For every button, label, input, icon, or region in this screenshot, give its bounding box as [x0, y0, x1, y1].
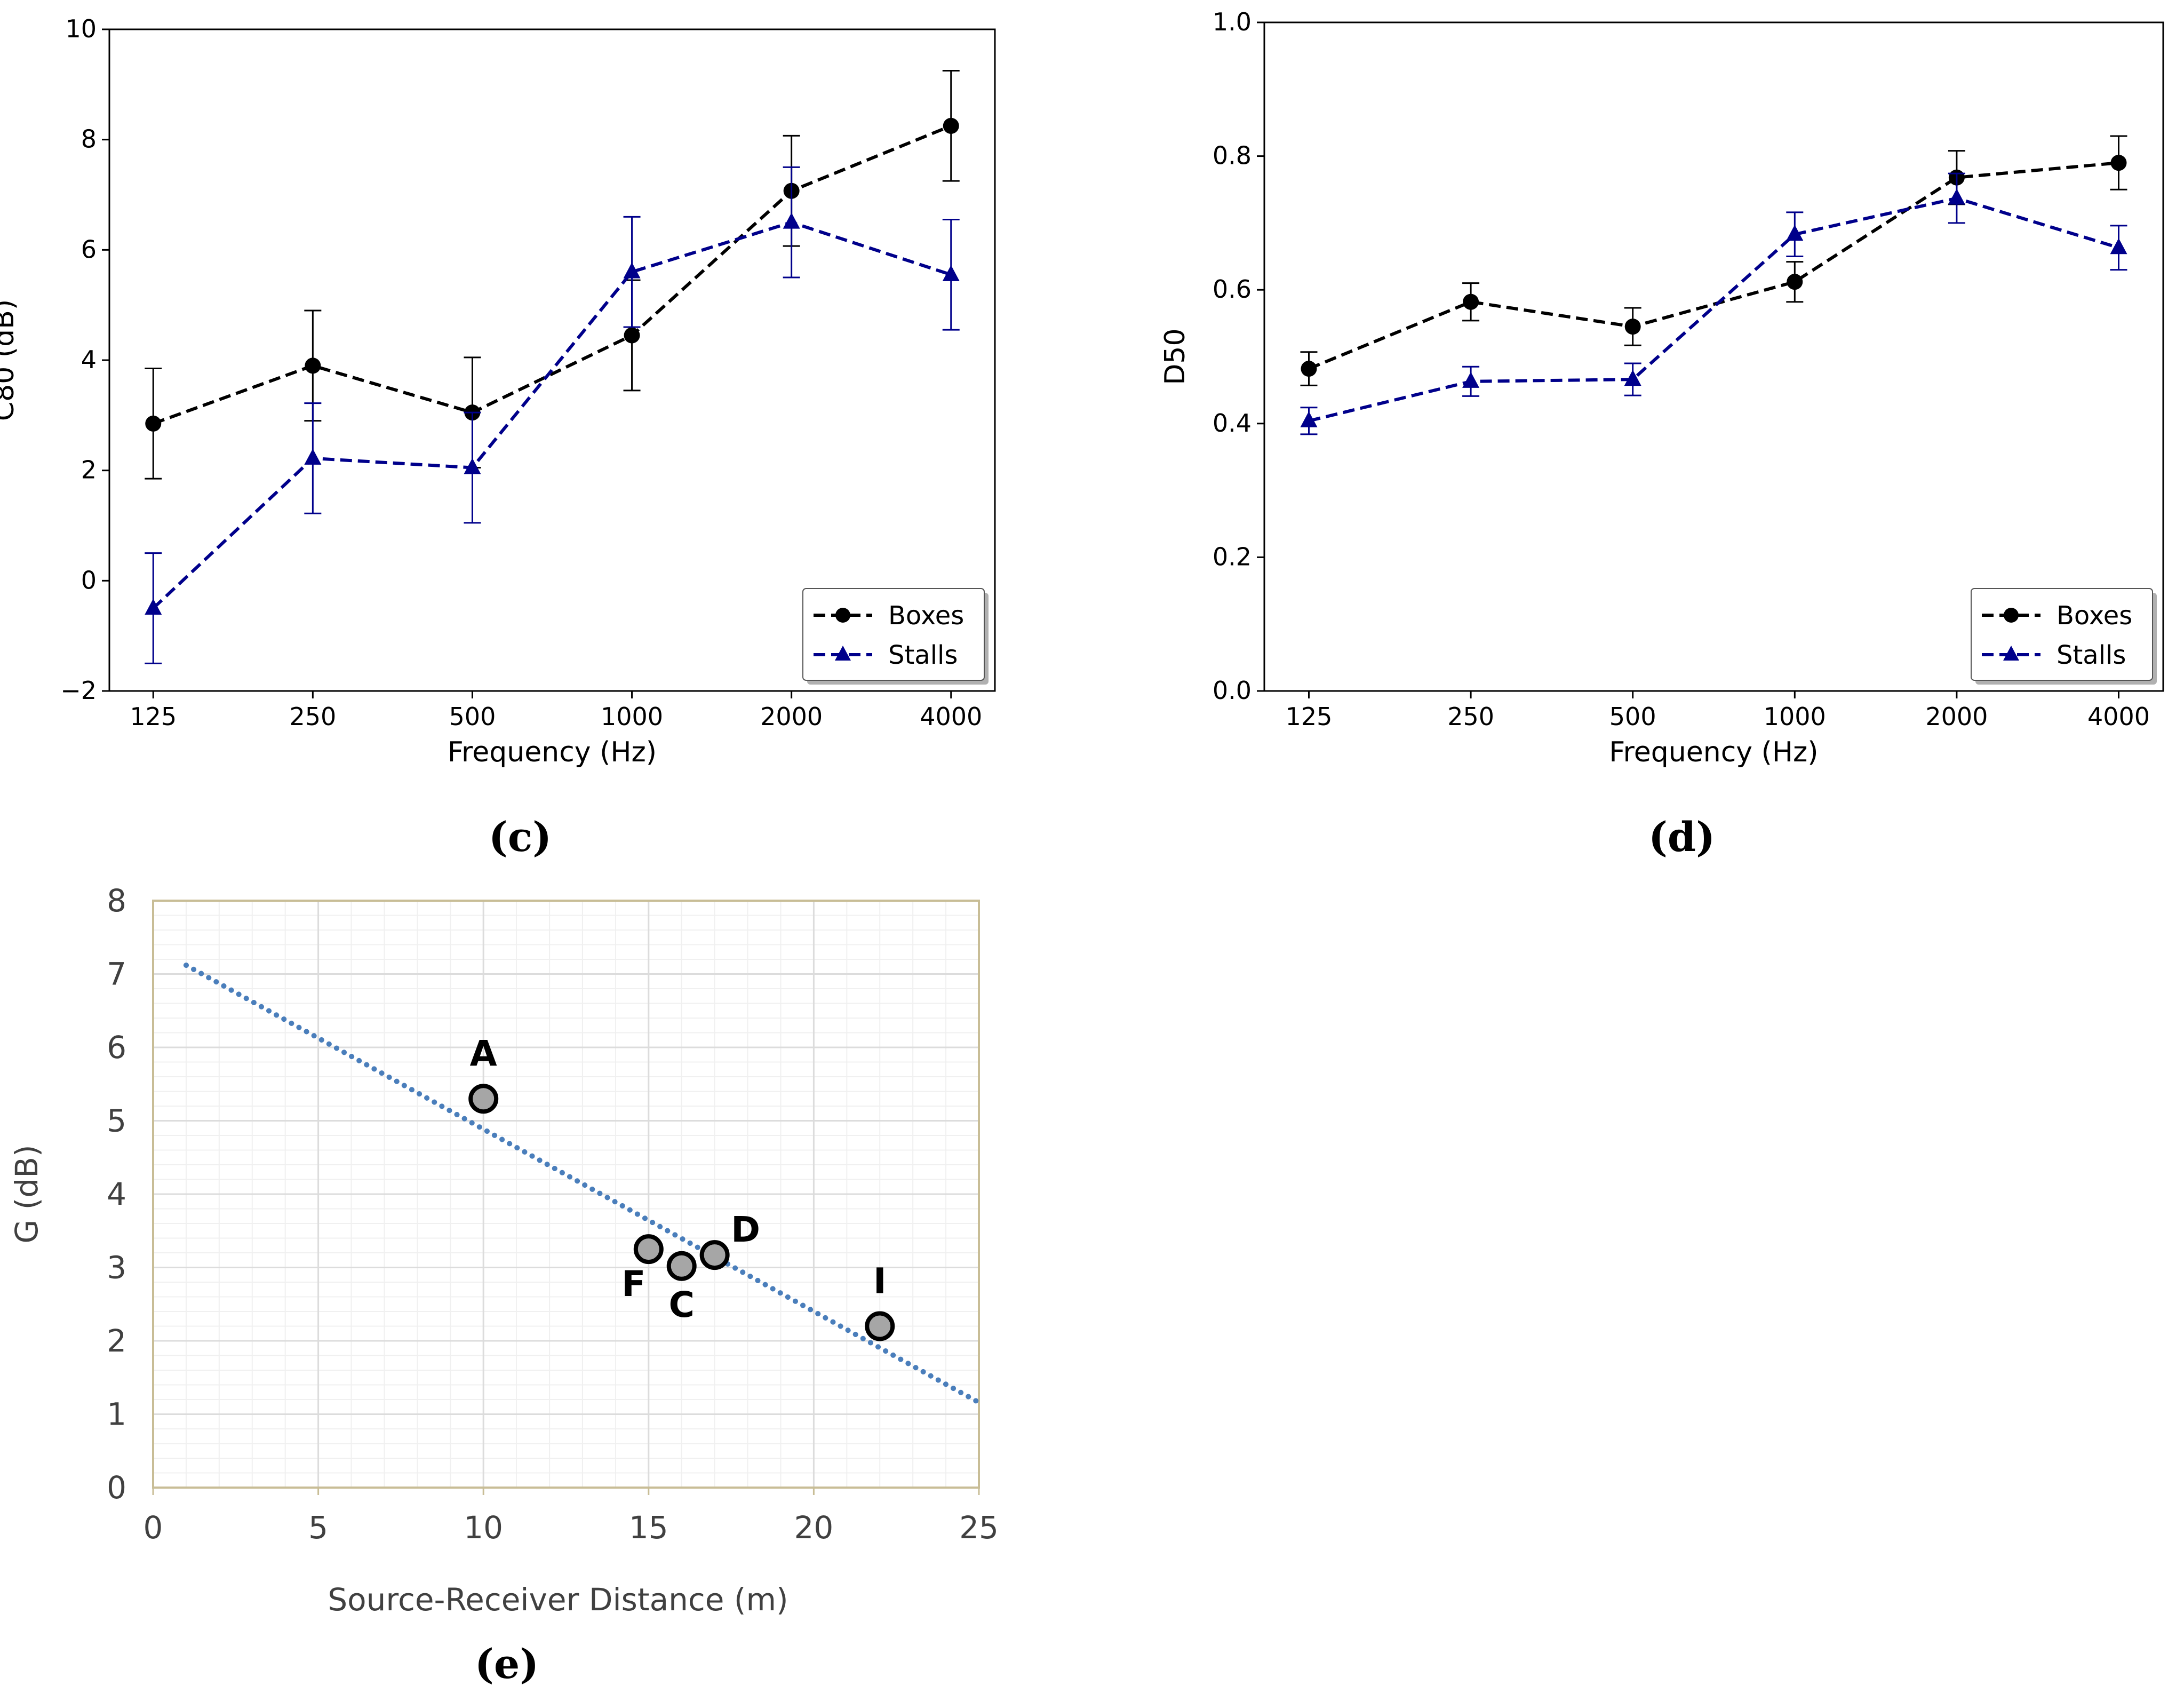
y-tick-label: 1	[107, 1396, 126, 1433]
data-point-stalls	[1300, 411, 1318, 427]
x-tick-label: 25	[959, 1509, 999, 1546]
data-point-boxes	[145, 415, 162, 432]
y-tick-label: 3	[107, 1250, 126, 1286]
y-tick-label: 2	[107, 1323, 126, 1359]
panel-label: (d)	[1648, 813, 1715, 861]
x-tick-label: 125	[130, 702, 177, 731]
y-tick-label: 8	[81, 125, 97, 154]
y-tick-label: 0	[107, 1469, 126, 1506]
y-axis-label: G (dB)	[9, 1144, 45, 1243]
y-tick-label: 10	[65, 14, 97, 43]
y-tick-label: 4	[81, 345, 97, 374]
plot-frame	[1263, 21, 2164, 692]
legend-label-boxes: Boxes	[888, 601, 964, 631]
x-tick-label: 500	[1609, 702, 1656, 731]
data-point-boxes	[2110, 155, 2127, 171]
data-point-stalls	[2110, 238, 2127, 255]
data-point-d	[699, 1240, 730, 1270]
y-tick-label: 0.0	[1213, 676, 1252, 705]
data-point-boxes	[1624, 319, 1641, 335]
legend-label-stalls: Stalls	[888, 640, 958, 670]
x-tick-label: 125	[1286, 702, 1333, 731]
y-tick-label: 2	[81, 456, 97, 484]
y-tick-label: −2	[60, 676, 97, 705]
x-tick-label: 0	[144, 1509, 163, 1546]
legend-label-boxes: Boxes	[2057, 601, 2132, 631]
point-label-d: D	[731, 1209, 760, 1250]
trendline	[183, 963, 982, 1405]
y-tick-label: 0	[81, 566, 97, 594]
y-tick-label: 0.2	[1213, 542, 1252, 571]
x-tick-label: 5	[308, 1509, 328, 1546]
data-point-boxes	[1787, 274, 1803, 290]
x-axis-label: Frequency (Hz)	[448, 736, 657, 768]
data-point-stalls	[1624, 370, 1641, 386]
x-tick-label: 2000	[760, 702, 823, 731]
legend-label-stalls: Stalls	[2057, 640, 2126, 670]
panel-e-chart: 0 1 2 3 4 5 6 7 8 0 5 10 15 20 25 Source-Receiver Dista…	[9, 883, 999, 1688]
x-tick-label: 4000	[2087, 702, 2150, 731]
point-label-f: F	[621, 1263, 645, 1305]
data-point-a	[468, 1084, 499, 1114]
data-point-boxes	[943, 117, 959, 134]
data-point-stalls	[1786, 225, 1804, 241]
legend-marker	[835, 608, 850, 623]
y-tick-label: 8	[107, 883, 126, 919]
data-point-boxes	[1463, 293, 1479, 310]
series-line-stalls	[1308, 196, 2119, 423]
point-label-a: A	[470, 1033, 497, 1074]
legend-marker	[2004, 608, 2019, 623]
data-point-stalls	[145, 599, 162, 615]
data-point-stalls	[623, 262, 641, 279]
panel-label: (c)	[489, 813, 552, 861]
y-tick-label: 6	[107, 1029, 126, 1066]
panel-d-chart: 0.0 0.2 0.4 0.6 0.8 1.0 125 250 500 1000 2000 4000 F…	[1159, 7, 2164, 861]
data-point-i	[865, 1311, 895, 1341]
legend-marker	[2003, 646, 2019, 661]
data-point-f	[633, 1234, 664, 1265]
x-tick-label: 2000	[1925, 702, 1988, 731]
series-line-boxes	[1308, 161, 2119, 370]
plot-frame	[152, 900, 980, 1489]
panel-c-chart: −2 0 2 4 6 8 10 125 250 500 1000 2000 4000 Frequency …	[0, 14, 996, 861]
legend-marker	[835, 646, 851, 661]
data-point-stalls	[464, 458, 481, 474]
data-point-stalls	[1948, 188, 1965, 205]
data-point-boxes	[624, 327, 640, 344]
point-label-c: C	[669, 1284, 695, 1325]
y-tick-label: 4	[107, 1176, 126, 1212]
data-point-boxes	[305, 357, 321, 374]
y-axis-label: D50	[1159, 328, 1191, 385]
data-point-stalls	[783, 212, 800, 229]
x-tick-label: 500	[449, 702, 496, 731]
data-point-boxes	[1301, 361, 1317, 377]
y-tick-label: 6	[81, 235, 97, 264]
series-line-stalls	[152, 220, 952, 610]
x-tick-label: 1000	[601, 702, 663, 731]
point-label-i: I	[873, 1261, 887, 1302]
x-tick-label: 250	[1447, 702, 1494, 731]
y-tick-label: 1.0	[1213, 7, 1252, 36]
y-tick-label: 0.8	[1213, 141, 1252, 170]
x-axis-label: Frequency (Hz)	[1609, 736, 1818, 768]
y-tick-label: 5	[107, 1103, 126, 1139]
data-point-stalls	[304, 448, 322, 465]
data-point-c	[666, 1251, 697, 1281]
x-tick-label: 250	[289, 702, 336, 731]
y-axis-label: C80 (dB)	[0, 299, 20, 421]
y-tick-label: 0.4	[1213, 409, 1252, 438]
data-point-stalls	[1462, 371, 1480, 388]
series-line-boxes	[153, 124, 952, 425]
panel-label: (e)	[475, 1640, 539, 1688]
x-tick-label: 4000	[920, 702, 982, 731]
x-axis-label: Source-Receiver Distance (m)	[328, 1581, 788, 1618]
x-tick-label: 1000	[1764, 702, 1826, 731]
y-tick-label: 7	[107, 956, 126, 992]
x-tick-label: 20	[794, 1509, 833, 1546]
x-tick-label: 15	[629, 1509, 668, 1546]
data-point-stalls	[942, 265, 960, 281]
y-tick-label: 0.6	[1213, 275, 1252, 304]
x-tick-label: 10	[464, 1509, 503, 1546]
